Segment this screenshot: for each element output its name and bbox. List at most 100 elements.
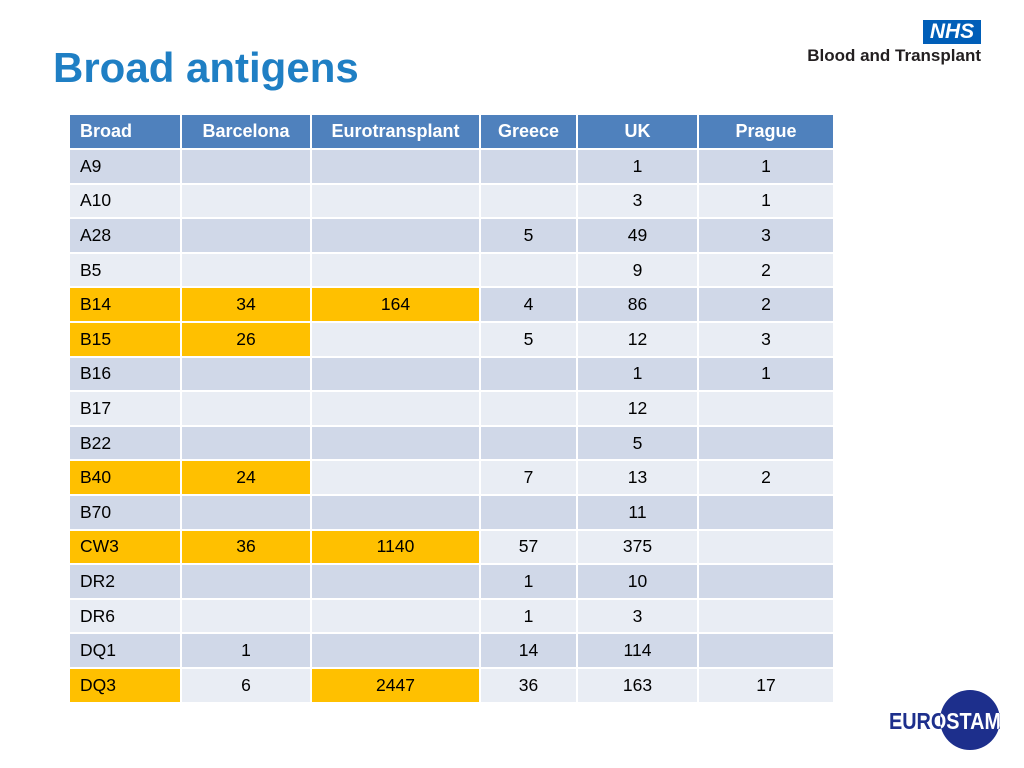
header-uk: UK <box>576 113 699 150</box>
cell-eurotransplant <box>310 493 481 531</box>
cell-barcelona <box>180 251 312 289</box>
cell-broad: B17 <box>68 390 182 427</box>
cell-eurotransplant <box>310 424 481 462</box>
cell-barcelona: 34 <box>180 286 312 323</box>
cell-uk: 12 <box>576 390 699 427</box>
cell-uk: 3 <box>576 182 699 220</box>
table-row: DR6 1 3 <box>68 597 835 635</box>
table-row: A9 1 1 <box>68 148 835 185</box>
cell-barcelona: 26 <box>180 320 312 358</box>
cell-prague <box>697 632 835 669</box>
cell-eurotransplant <box>310 597 481 635</box>
slide-title: Broad antigens <box>53 44 359 91</box>
cell-eurotransplant <box>310 459 481 496</box>
cell-prague: 1 <box>697 148 835 185</box>
cell-broad: DR2 <box>68 563 182 600</box>
table-row: A28 5 49 3 <box>68 217 835 254</box>
cell-prague: 2 <box>697 459 835 496</box>
table-row: B16 1 1 <box>68 355 835 393</box>
cell-eurotransplant <box>310 632 481 669</box>
cell-broad: B70 <box>68 493 182 531</box>
cell-uk: 375 <box>576 528 699 566</box>
cell-eurotransplant: 1140 <box>310 528 481 566</box>
table-row: DQ3 6 2447 36 163 17 <box>68 666 835 704</box>
cell-uk: 10 <box>576 563 699 600</box>
table-header-row: Broad Barcelona Eurotransplant Greece UK… <box>68 113 835 150</box>
cell-uk: 1 <box>576 355 699 393</box>
cell-uk: 1 <box>576 148 699 185</box>
cell-barcelona <box>180 217 312 254</box>
cell-uk: 114 <box>576 632 699 669</box>
cell-greece <box>479 493 578 531</box>
cell-greece <box>479 182 578 220</box>
cell-uk: 12 <box>576 320 699 358</box>
table-row: B14 34 164 4 86 2 <box>68 286 835 323</box>
cell-uk: 5 <box>576 424 699 462</box>
cell-uk: 163 <box>576 666 699 704</box>
cell-eurotransplant <box>310 390 481 427</box>
cell-uk: 11 <box>576 493 699 531</box>
table-row: B15 26 5 12 3 <box>68 320 835 358</box>
header-prague: Prague <box>697 113 835 150</box>
cell-broad: B5 <box>68 251 182 289</box>
cell-broad: A9 <box>68 148 182 185</box>
cell-barcelona <box>180 493 312 531</box>
cell-eurotransplant <box>310 563 481 600</box>
cell-eurotransplant <box>310 320 481 358</box>
cell-eurotransplant <box>310 148 481 185</box>
cell-eurotransplant <box>310 182 481 220</box>
cell-greece: 14 <box>479 632 578 669</box>
cell-greece: 4 <box>479 286 578 323</box>
cell-prague: 2 <box>697 286 835 323</box>
cell-prague: 3 <box>697 320 835 358</box>
cell-barcelona <box>180 424 312 462</box>
table-row: DR2 1 10 <box>68 563 835 600</box>
cell-prague: 1 <box>697 182 835 220</box>
cell-barcelona <box>180 355 312 393</box>
cell-prague: 3 <box>697 217 835 254</box>
cell-eurotransplant <box>310 355 481 393</box>
table-row: DQ1 1 14 114 <box>68 632 835 669</box>
table-row: B22 5 <box>68 424 835 462</box>
cell-barcelona: 36 <box>180 528 312 566</box>
table-row: B70 11 <box>68 493 835 531</box>
cell-greece <box>479 355 578 393</box>
cell-uk: 49 <box>576 217 699 254</box>
cell-greece <box>479 424 578 462</box>
cell-greece <box>479 148 578 185</box>
cell-prague: 2 <box>697 251 835 289</box>
cell-broad: A10 <box>68 182 182 220</box>
cell-barcelona <box>180 563 312 600</box>
eurostam-logo-text-overlay: EUROSTAM <box>889 708 1001 734</box>
cell-prague <box>697 528 835 566</box>
cell-greece <box>479 251 578 289</box>
cell-eurotransplant: 2447 <box>310 666 481 704</box>
table-row: B5 9 2 <box>68 251 835 289</box>
header-greece: Greece <box>479 113 578 150</box>
cell-greece: 5 <box>479 320 578 358</box>
cell-greece: 36 <box>479 666 578 704</box>
cell-broad: B15 <box>68 320 182 358</box>
cell-eurotransplant: 164 <box>310 286 481 323</box>
table-row: CW3 36 1140 57 375 <box>68 528 835 566</box>
cell-greece <box>479 390 578 427</box>
cell-broad: A28 <box>68 217 182 254</box>
header-barcelona: Barcelona <box>180 113 312 150</box>
cell-broad: B40 <box>68 459 182 496</box>
cell-barcelona <box>180 390 312 427</box>
cell-uk: 86 <box>576 286 699 323</box>
cell-prague <box>697 424 835 462</box>
nhs-mark: NHS <box>923 20 981 44</box>
cell-broad: DQ3 <box>68 666 182 704</box>
cell-greece: 7 <box>479 459 578 496</box>
cell-barcelona: 24 <box>180 459 312 496</box>
cell-eurotransplant <box>310 251 481 289</box>
cell-uk: 3 <box>576 597 699 635</box>
cell-broad: B22 <box>68 424 182 462</box>
nhs-subtitle: Blood and Transplant <box>807 46 981 65</box>
nhs-blood-and-transplant-logo: NHS Blood and Transplant <box>805 20 1005 70</box>
cell-barcelona <box>180 597 312 635</box>
cell-broad: B16 <box>68 355 182 393</box>
cell-uk: 13 <box>576 459 699 496</box>
table-row: A10 3 1 <box>68 182 835 220</box>
